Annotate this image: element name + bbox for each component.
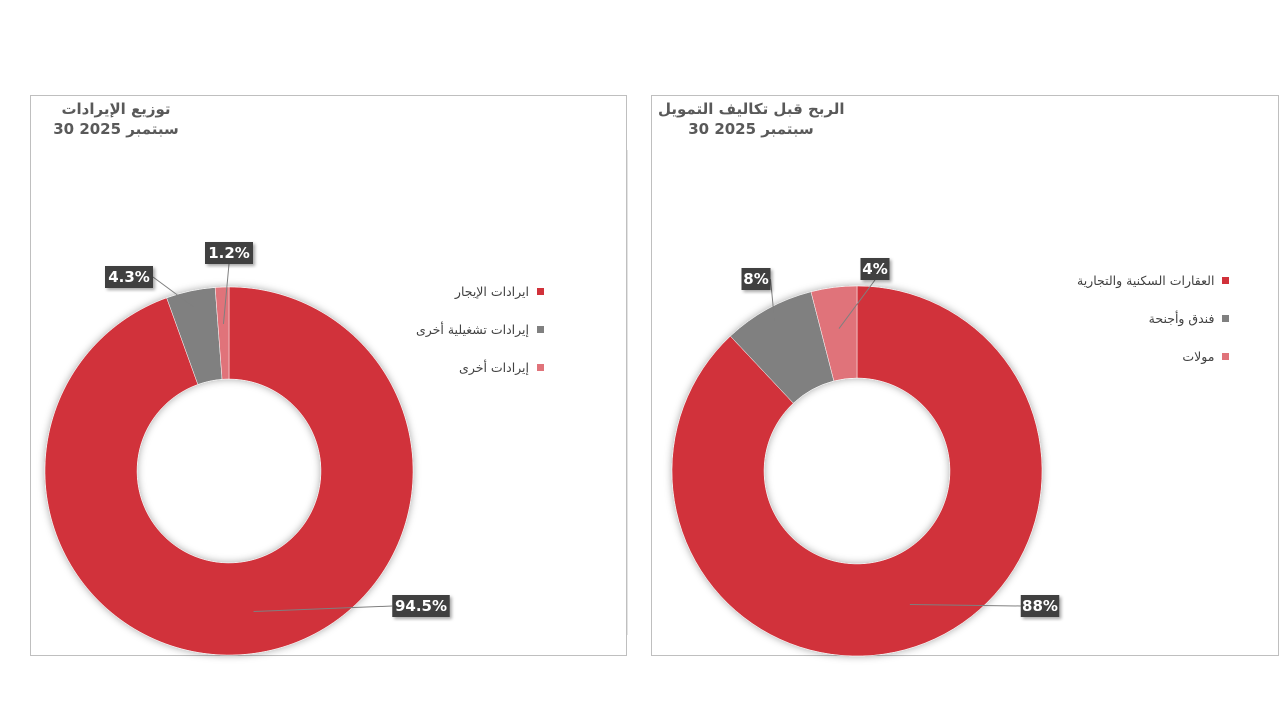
data-label-box	[105, 266, 153, 288]
legend-label: العقارات السكنية والتجارية	[1077, 272, 1215, 288]
slice-malls	[810, 285, 858, 382]
data-label-box	[860, 258, 890, 280]
data-label-box	[741, 268, 771, 290]
legend-swatch	[1222, 314, 1230, 322]
leader-line	[152, 276, 195, 308]
slice-residential-commercial	[671, 285, 1043, 657]
data-label-text: 88%	[1022, 597, 1058, 615]
data-label-box	[205, 242, 253, 264]
chart-title: الربح قبل تكاليف التمويل 30 سبتمبر 2025	[658, 99, 845, 139]
legend-swatch	[1222, 276, 1230, 284]
legend-label: فندق وأجنحة	[1148, 310, 1215, 326]
data-label-text: 1.2%	[208, 244, 250, 262]
data-label-box	[1020, 595, 1060, 617]
data-label-box	[392, 595, 450, 617]
chart-title: توزيع الإيرادات 30 سبتمبر 2025	[36, 99, 196, 139]
leader-line	[253, 605, 393, 612]
legend-label: إيرادات أخرى	[459, 359, 530, 375]
leader-line	[838, 279, 876, 329]
donut-ring	[44, 286, 414, 656]
legend-label: مولات	[1182, 348, 1215, 364]
legend-label: ايرادات الإيجار	[454, 283, 530, 299]
data-label-text: 8%	[743, 270, 768, 288]
legend-item-residential-commercial: العقارات السكنية والتجارية	[1077, 261, 1230, 299]
data-label-text: 4.3%	[108, 268, 150, 286]
slice-other-revenue	[214, 286, 230, 380]
data-label-text: 4%	[862, 260, 887, 278]
donut-chart-svg: 88% 8% 4%	[671, 258, 1060, 657]
chart-subtitle-text: 30 سبتمبر 2025	[53, 120, 179, 138]
donut-chart-svg: 94.5% 4.3% 1.2%	[44, 242, 450, 656]
legend-label: إيرادات تشغيلية أخرى	[416, 321, 530, 337]
legend-item-malls: مولات	[1077, 337, 1230, 375]
leader-line	[222, 263, 230, 324]
chart-title-text: الربح قبل تكاليف التمويل	[658, 100, 845, 118]
chart-subtitle-text: 30 سبتمبر 2025	[688, 120, 814, 138]
legend-item-other-revenue: إيرادات أخرى	[416, 348, 545, 386]
leader-line	[770, 278, 776, 322]
legend-swatch	[537, 363, 545, 371]
chart-title-text: توزيع الإيرادات	[61, 100, 171, 118]
revenue-distribution-chart-panel: توزيع الإيرادات 30 سبتمبر 2025 94.5% 4.3%…	[30, 95, 627, 656]
slice-rental-revenue	[44, 286, 414, 656]
ebit-chart-panel: الربح قبل تكاليف التمويل 30 سبتمبر 2025 …	[651, 95, 1279, 657]
donut-ring	[671, 285, 1043, 657]
leader-line	[909, 604, 1021, 607]
legend-swatch	[1222, 352, 1230, 360]
chart-legend: ايرادات الإيجار إيرادات تشغيلية أخرى إير…	[416, 272, 545, 386]
legend-swatch	[537, 287, 545, 295]
legend-item-other-operating-revenue: إيرادات تشغيلية أخرى	[416, 310, 545, 348]
legend-swatch	[537, 325, 545, 333]
legend-item-rental-revenue: ايرادات الإيجار	[416, 272, 545, 310]
chart-legend: العقارات السكنية والتجارية فندق وأجنحة م…	[1077, 261, 1230, 375]
separator-line	[627, 150, 628, 635]
data-label-text: 94.5%	[395, 597, 447, 615]
legend-item-hotel-suites: فندق وأجنحة	[1077, 299, 1230, 337]
